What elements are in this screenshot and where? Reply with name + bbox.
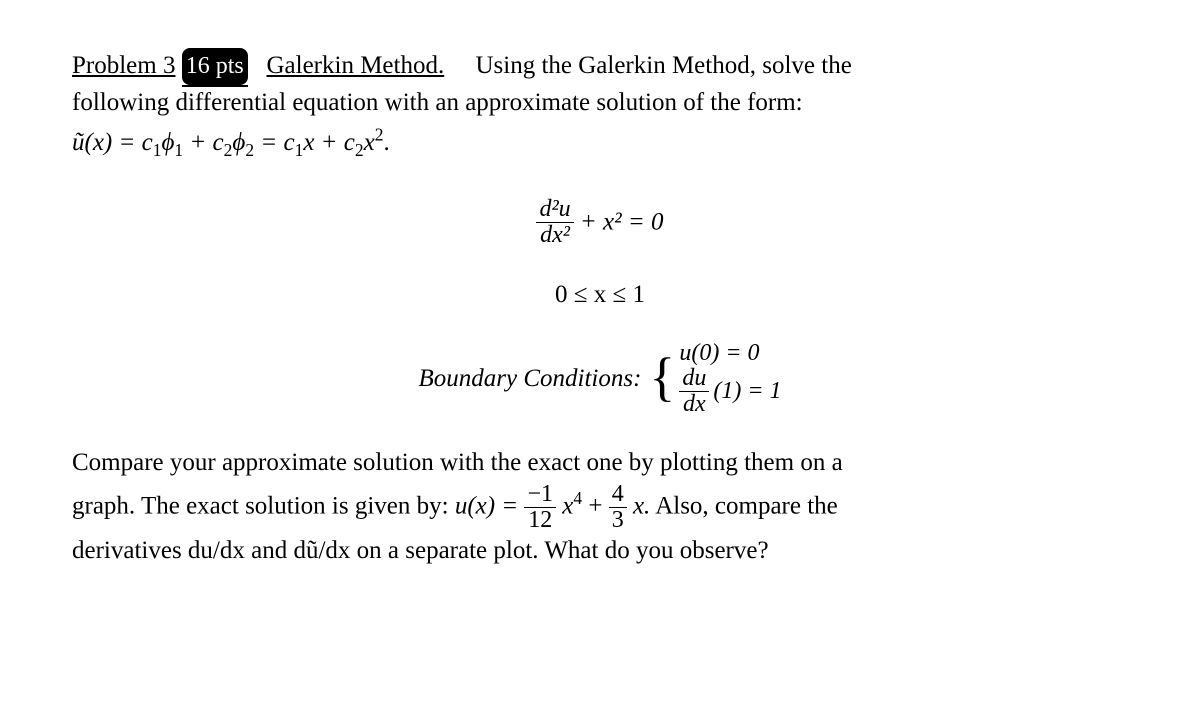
bc-row-2-rest: (1) = 1 <box>713 379 781 404</box>
problem-label: Problem 3 <box>72 52 175 79</box>
ode-denom: dx² <box>536 223 573 248</box>
domain-line: 0 ≤ x ≤ 1 <box>72 277 1128 313</box>
trial-fn-left: ũ(x) = c <box>72 129 153 156</box>
exact-u-label: u(x) = <box>455 492 525 519</box>
intro-text-2: following differential equation with an … <box>72 89 803 116</box>
method-title: Galerkin Method. <box>266 52 444 79</box>
f2-den: 3 <box>609 508 627 533</box>
compare-paragraph: Compare your approximate solution with t… <box>72 445 1128 569</box>
brace-icon: { <box>649 353 675 402</box>
points-badge: 16 pts <box>182 48 248 85</box>
bc-frac-den: dx <box>679 392 709 417</box>
bc-frac-num: du <box>679 366 709 392</box>
bc-row-1: u(0) = 0 <box>679 341 759 366</box>
compare-line-3: derivatives du/dx and dũ/dx on a separat… <box>72 537 769 564</box>
ode-block: d²u dx² + x² = 0 <box>72 197 1128 248</box>
compare-line-2a: graph. The exact solution is given by: <box>72 492 455 519</box>
boundary-conditions-block: Boundary Conditions: { u(0) = 0 du dx (1… <box>72 341 1128 418</box>
ode-rest: + x² = 0 <box>580 209 664 236</box>
f2-num: 4 <box>609 482 627 508</box>
f1-den: 12 <box>524 508 556 533</box>
compare-also: Also, compare the <box>655 492 838 519</box>
intro-text-1: Using the Galerkin Method, solve the <box>475 52 851 79</box>
problem-statement-paragraph: Problem 3 16 pts Galerkin Method. Using … <box>72 48 1128 161</box>
ode-numer: d²u <box>536 197 573 223</box>
f1-num: −1 <box>524 482 556 508</box>
bc-label: Boundary Conditions: <box>418 361 641 397</box>
compare-line-1: Compare your approximate solution with t… <box>72 449 843 476</box>
